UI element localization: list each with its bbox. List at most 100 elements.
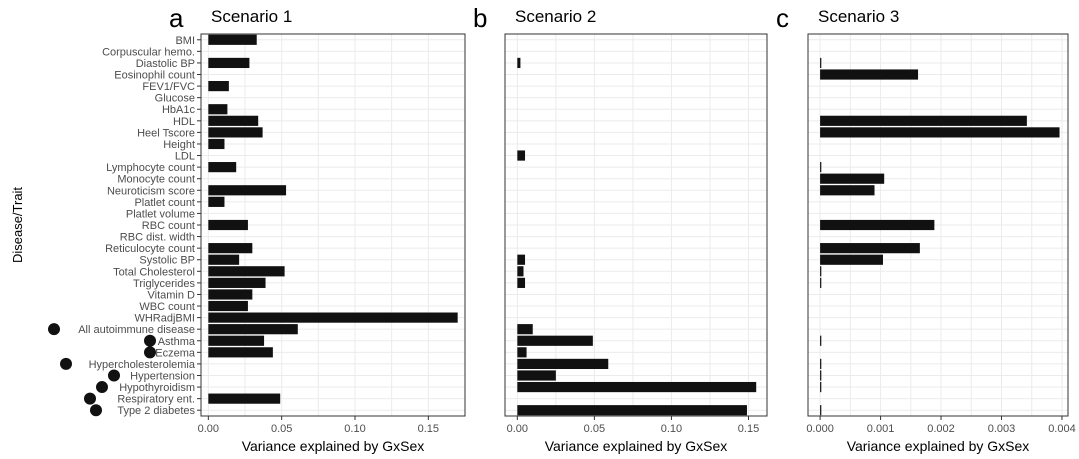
binary-trait-marker [108, 369, 120, 382]
panels: 0.00 0.05 0.10 0.15 Variance explained by Gx… [169, 3, 1076, 454]
x-tick-label: 0.10 [344, 423, 365, 435]
category-label-platlet-count: Platlet count [134, 197, 195, 209]
category-label-fev1-fvc: FEV1/FVC [142, 81, 195, 93]
panel-border [200, 33, 466, 417]
category-label-vitamin-d: Vitamin D [148, 289, 196, 301]
category-label-systolic-bp: Systolic BP [139, 255, 195, 267]
category-label-height: Height [163, 139, 195, 151]
category-label-type-2-diabetes: Type 2 diabetes [117, 405, 195, 417]
bar-a-respiratory-ent [208, 393, 281, 404]
x-axis-label: Variance explained by GxSex [847, 438, 1030, 454]
category-label-whradjbmi: WHRadjBMI [134, 313, 195, 325]
bar-a-eczema [208, 347, 273, 358]
panel-c: 0.000 0.001 0.002 0.003 0.004 Variance explai… [776, 3, 1076, 454]
x-tick-label: 0.00 [198, 423, 219, 435]
bar-a-total-cholesterol [208, 266, 285, 277]
panel-a: 0.00 0.05 0.10 0.15 Variance explained by Gx… [169, 3, 466, 454]
binary-trait-marker [144, 346, 156, 359]
category-label-neuroticism-score: Neuroticism score [107, 185, 195, 197]
category-label-platlet-volume: Platlet volume [126, 208, 195, 220]
category-label-lymphocyte-count: Lymphocyte count [106, 162, 195, 174]
bar-a-platlet-count [208, 196, 225, 207]
panel-title: Scenario 2 [515, 7, 596, 26]
category-label-eosinophil-count: Eosinophil count [114, 70, 195, 82]
bar-c-rbc-count [820, 219, 935, 231]
category-label-bmi: BMI [175, 35, 195, 47]
category-label-hypothyroidism: Hypothyroidism [119, 382, 195, 394]
bar-b-type-2-diabetes [517, 405, 747, 416]
x-axis-label: Variance explained by GxSex [242, 438, 425, 454]
category-label-eczema: Eczema [155, 347, 196, 359]
bar-c-hypertension [820, 370, 822, 381]
panel-letter: a [169, 3, 184, 33]
x-tick-label: 0.004 [1048, 423, 1076, 435]
category-label-corpuscular-hemo: Corpuscular hemo. [102, 46, 195, 58]
bar-b-all-autoimmune-disease [517, 324, 533, 335]
binary-trait-marker [60, 357, 72, 370]
category-label-wbc-count: WBC count [139, 301, 195, 313]
y-axis-label: Disease/Trait [10, 187, 25, 263]
bar-a-fev1-fvc [208, 80, 229, 92]
category-label-heel-tscore: Heel Tscore [137, 127, 195, 139]
bar-c-asthma [820, 335, 822, 346]
panel-title: Scenario 1 [211, 7, 292, 26]
binary-trait-marker [84, 392, 96, 405]
bar-c-hypothyroidism [820, 381, 822, 393]
bar-c-systolic-bp [820, 254, 883, 265]
x-tick-label: 0.002 [927, 423, 955, 435]
bar-a-vitamin-d [208, 289, 253, 300]
bar-a-neuroticism-score [208, 185, 287, 196]
binary-trait-marker [96, 381, 108, 394]
bar-a-triglycerides [208, 277, 266, 288]
binary-trait-marker [48, 323, 60, 336]
category-label-reticulocyte-count: Reticulocyte count [105, 243, 195, 255]
x-axis-label: Variance explained by GxSex [545, 438, 728, 454]
category-label-asthma: Asthma [158, 336, 196, 348]
bar-a-heel-tscore [208, 127, 263, 138]
bar-a-height [208, 138, 225, 150]
binary-trait-marker [90, 404, 102, 417]
bar-b-systolic-bp [517, 254, 526, 265]
bar-b-hypertension [517, 370, 556, 381]
category-label-hdl: HDL [173, 116, 195, 128]
bar-a-diastolic-bp [208, 57, 250, 69]
panel-border [807, 33, 1069, 417]
bar-c-diastolic-bp [820, 57, 822, 69]
bar-b-eczema [517, 347, 527, 358]
bar-c-reticulocyte-count [820, 243, 920, 254]
category-label-hypertension: Hypertension [130, 370, 195, 382]
x-tick-label: 0.05 [271, 423, 292, 435]
category-label-rbc-dist-width: RBC dist. width [120, 232, 195, 244]
bar-c-hypercholesterolemia [820, 358, 822, 370]
category-label-hypercholesterolemia: Hypercholesterolemia [89, 359, 196, 371]
bar-b-asthma [517, 335, 593, 346]
x-tick-label: 0.001 [867, 423, 895, 435]
bar-b-triglycerides [517, 277, 526, 288]
category-label-monocyte-count: Monocyte count [117, 174, 195, 186]
bar-a-all-autoimmune-disease [208, 324, 298, 335]
category-label-total-cholesterol: Total Cholesterol [113, 266, 195, 278]
category-label-rbc-count: RBC count [142, 220, 195, 232]
bar-c-triglycerides [820, 277, 822, 288]
bar-c-eosinophil-count [820, 69, 919, 80]
panel-letter: c [776, 3, 789, 33]
category-label-diastolic-bp: Diastolic BP [136, 58, 195, 70]
category-label-all-autoimmune-disease: All autoimmune disease [78, 324, 195, 336]
x-tick-label: 0.00 [507, 423, 528, 435]
bar-b-hypercholesterolemia [517, 358, 609, 370]
bar-b-diastolic-bp [517, 57, 521, 69]
category-label-triglycerides: Triglycerides [133, 278, 195, 290]
panel-letter: b [473, 3, 487, 33]
panel-title: Scenario 3 [818, 7, 899, 26]
category-label-hba1c: HbA1c [162, 104, 196, 116]
bar-a-systolic-bp [208, 254, 240, 265]
bar-a-whradjbmi [208, 312, 458, 323]
bar-b-total-cholesterol [517, 266, 524, 277]
bar-c-lymphocyte-count [820, 162, 822, 173]
bar-a-asthma [208, 335, 265, 346]
bar-a-rbc-count [208, 219, 248, 231]
panel-border [504, 33, 768, 417]
bar-c-type-2-diabetes [820, 405, 822, 416]
category-label-ldl: LDL [175, 151, 195, 163]
